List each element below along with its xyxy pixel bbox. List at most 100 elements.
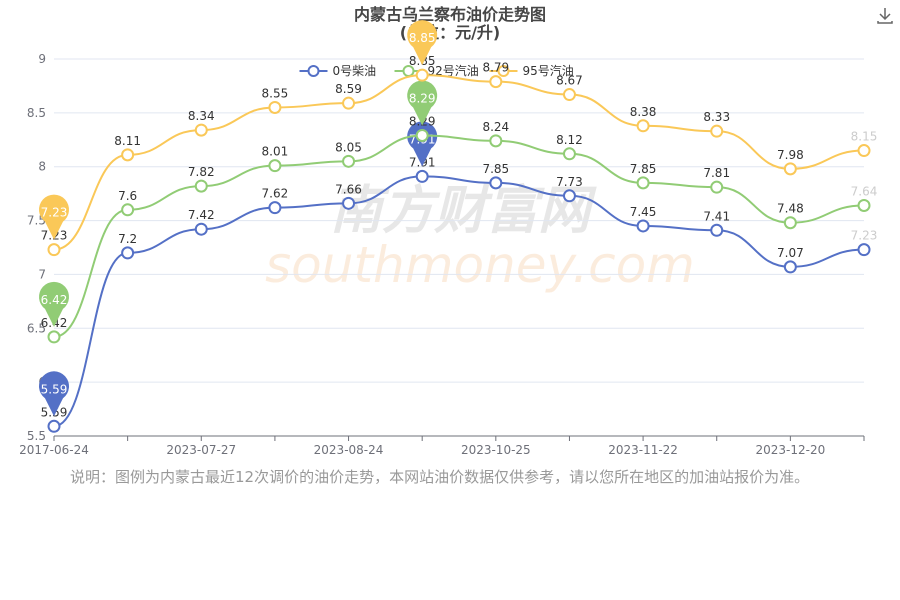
point [857,144,871,158]
pin [39,194,70,240]
point [47,330,61,344]
download-icon[interactable] [877,8,893,24]
chart-title: 内蒙古乌兰察布油价走势图 [354,5,546,24]
value-label: 7.07 [777,246,804,260]
value-label: 8.33 [703,110,730,124]
watermark: 南方财富网 southmoney.com [265,181,695,294]
value-label: 7.85 [630,162,657,176]
point [47,419,61,433]
pin [39,371,70,417]
watermark-text: 南方财富网 [330,181,597,241]
value-label: 8.24 [482,120,509,134]
value-label: 7.42 [188,208,215,222]
value-label: 8.11 [114,134,141,148]
value-label: 7.66 [335,182,362,196]
x-tick-label: 2017-06-24 [19,443,89,457]
value-label: 8.79 [482,61,509,75]
point [415,128,429,142]
point [562,147,576,161]
y-tick-label: 7 [38,267,46,281]
pin [39,281,70,327]
point [562,189,576,203]
y-tick-label: 5.5 [27,429,46,443]
value-label: 7.82 [188,165,215,179]
value-label: 8.01 [262,145,289,159]
value-label: 7.81 [703,166,730,180]
line [53,134,865,338]
value-label: 8.67 [556,74,583,88]
point [415,169,429,183]
value-label: 7.2 [118,232,137,246]
value-label: 7.73 [556,175,583,189]
value-label: 7.64 [851,184,878,198]
y-tick-label: 6.5 [27,321,46,335]
legend-label: 92号汽油 [428,63,479,78]
point [562,88,576,102]
point [710,180,724,194]
value-label: 8.34 [188,109,215,123]
y-tick-label: 9 [38,52,46,66]
value-label: 8.05 [335,140,362,154]
pin-label: 5.59 [41,382,68,396]
value-label: 8.38 [630,105,657,119]
value-label: 7.85 [482,162,509,176]
pin [407,121,438,167]
value-label: 7.41 [703,209,730,223]
point [268,100,282,114]
point [783,260,797,274]
point [857,198,871,212]
point [47,243,61,257]
pin-label: 8.29 [409,91,436,105]
x-tick-label: 2023-08-24 [314,443,384,457]
legend-marker [497,65,510,77]
point [342,154,356,168]
value-label: 8.12 [556,133,583,147]
x-tick-label: 2023-11-22 [608,443,678,457]
point [342,96,356,110]
point [121,203,135,217]
legend-label: 95号汽油 [523,63,574,78]
line [53,74,865,251]
pin-label: 8.85 [409,31,436,45]
pin-label: 7.23 [41,206,68,220]
point [194,179,208,193]
point [489,75,503,89]
point [636,176,650,190]
point [710,124,724,138]
point [636,219,650,233]
y-tick-label: 8.5 [27,106,46,120]
value-label: 7.6 [118,189,137,203]
value-label: 8.15 [851,130,878,144]
point [121,148,135,162]
value-label: 7.23 [851,229,878,243]
legend-marker [307,65,320,77]
point [783,162,797,176]
pin [407,20,438,66]
legend-label: 0号柴油 [333,64,377,78]
x-tick-label: 2023-07-27 [166,443,236,457]
line [53,175,865,428]
y-tick-label: 8 [38,160,46,174]
point [342,196,356,210]
point [710,223,724,237]
x-tick-label: 2023-12-20 [755,443,825,457]
point [415,68,429,82]
point [268,201,282,215]
point [489,176,503,190]
value-label: 7.48 [777,202,804,216]
pin-label: 6.42 [41,293,68,307]
point [857,243,871,257]
point [121,246,135,260]
point [636,119,650,133]
point [489,134,503,148]
value-label: 8.59 [335,82,362,96]
value-label: 7.98 [777,148,804,162]
point [194,123,208,137]
point [783,216,797,230]
value-label: 7.62 [262,187,289,201]
value-label: 7.45 [630,205,657,219]
note: 说明：图例为内蒙古最近12次调价的油价走势，本网站油价数据仅供参考，请以您所在地… [70,468,810,486]
pin [407,80,438,126]
